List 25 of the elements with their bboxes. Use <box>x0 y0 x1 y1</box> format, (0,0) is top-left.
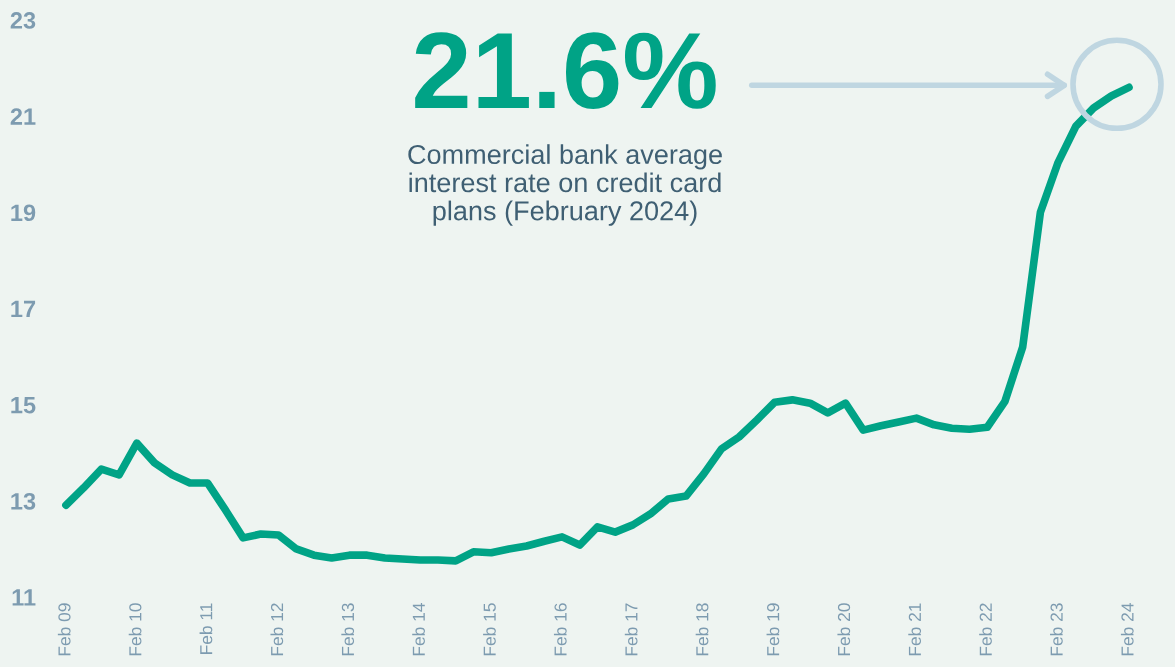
x-tick-label: Feb 23 <box>1050 603 1063 656</box>
y-tick-label: 15 <box>11 396 36 414</box>
y-tick-label: 23 <box>10 12 36 29</box>
x-tick-label: Feb 20 <box>837 603 851 656</box>
y-tick-label: 19 <box>11 204 36 222</box>
x-tick-label: Feb 22 <box>979 603 992 656</box>
x-tick-label: Feb 16 <box>553 603 567 656</box>
y-tick-label: 21 <box>10 108 36 125</box>
y-tick-label: 13 <box>11 492 36 510</box>
x-tick-label: Feb 13 <box>341 603 355 656</box>
y-tick-label: 11 <box>12 589 36 606</box>
annotation: 21.6% <box>415 32 716 110</box>
x-tick-label: Feb 09 <box>57 603 71 656</box>
x-tick-label: Feb 18 <box>695 603 709 656</box>
x-tick-label: Feb 19 <box>766 603 780 656</box>
y-tick-label: 17 <box>11 300 36 318</box>
annotation: Commercial bank average interest rate on credit card plans (February 2024) <box>408 144 722 226</box>
x-tick-label: Feb 21 <box>908 603 922 656</box>
x-tick-label: Feb 12 <box>270 603 284 656</box>
x-tick-label: Feb 24 <box>1120 603 1134 656</box>
x-tick-label: Feb 11 <box>199 603 213 654</box>
x-tick-label: Feb 14 <box>412 603 425 656</box>
x-tick-label: Feb 10 <box>128 603 142 656</box>
x-tick-label: Feb 17 <box>624 603 638 656</box>
x-tick-label: Feb 15 <box>483 603 496 656</box>
